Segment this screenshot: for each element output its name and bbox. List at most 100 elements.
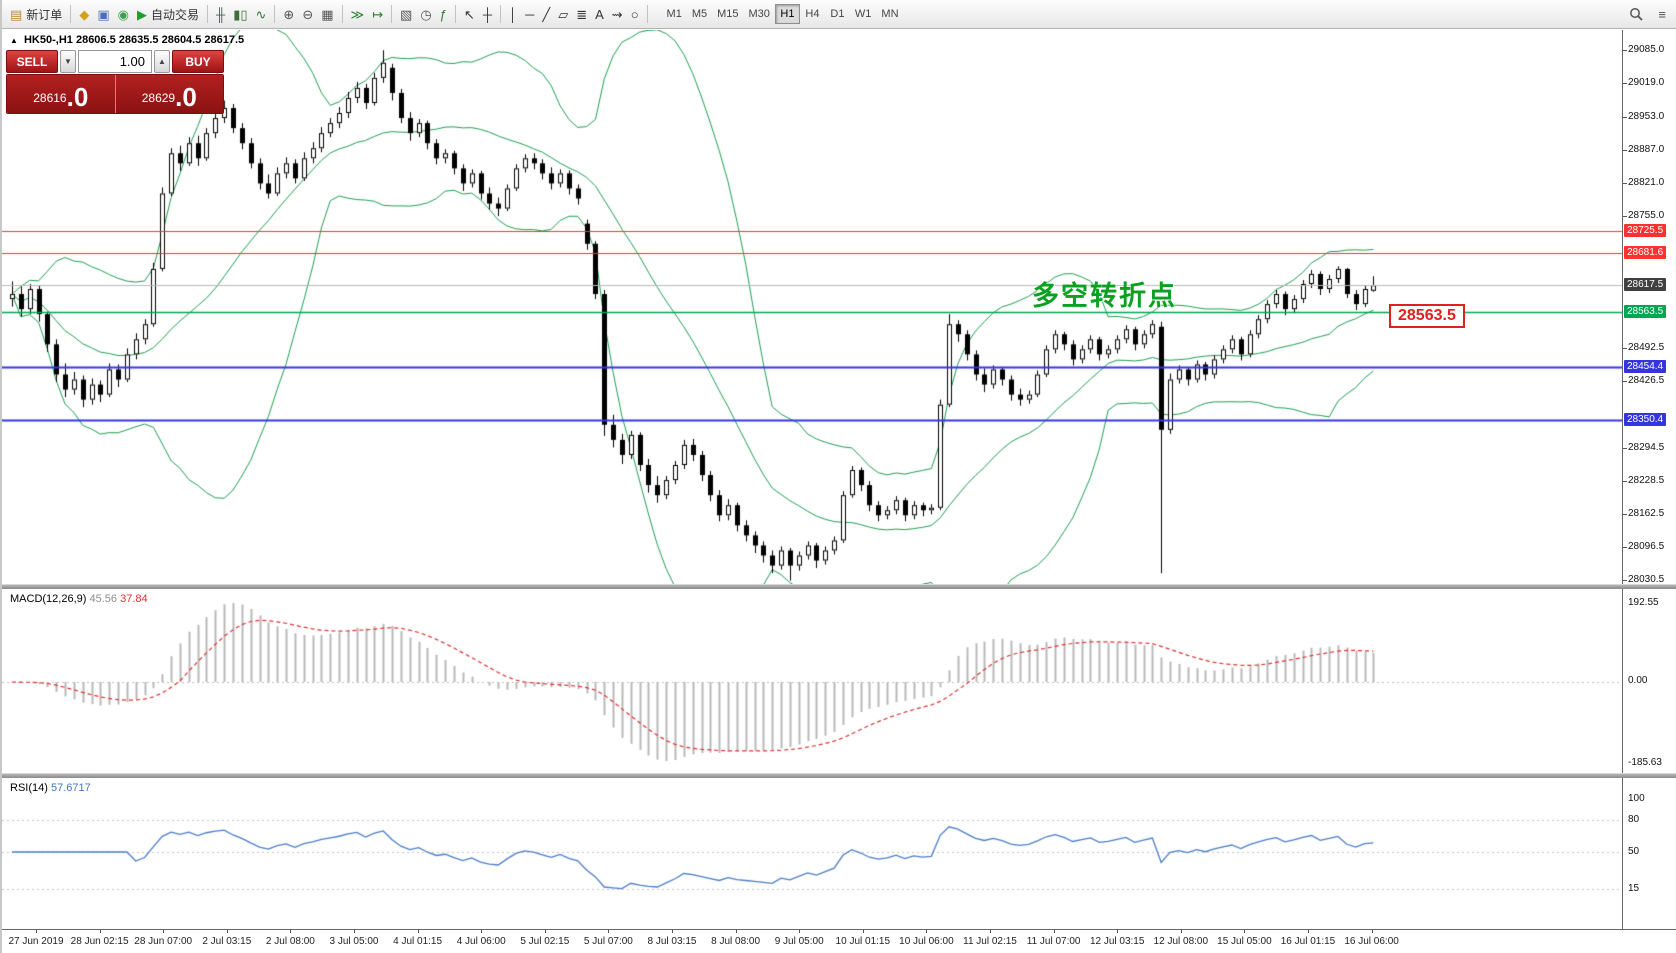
price-chart-canvas[interactable] (2, 30, 1622, 584)
buy-button[interactable]: BUY (172, 50, 224, 73)
rsi-canvas[interactable] (2, 778, 1622, 929)
time-label: 15 Jul 05:00 (1217, 936, 1272, 947)
trendline-icon: ╱ (542, 6, 551, 22)
timeframe-m30-button[interactable]: M30 (748, 8, 770, 20)
new-order-icon: ▤ (10, 6, 23, 22)
price-tick-label: 28953.0 (1628, 110, 1665, 122)
time-axis-tick (1372, 930, 1373, 933)
line-chart-style-icon: ∿ (255, 6, 267, 22)
timeframe-d1-button[interactable]: D1 (830, 8, 845, 20)
time-axis-tick (36, 930, 37, 933)
time-label: 28 Jun 02:15 (70, 936, 129, 947)
candlestick-style-icon[interactable]: ▮▯ (229, 3, 251, 25)
cursor-icon: ↖ (463, 6, 475, 22)
sell-button[interactable]: SELL (6, 50, 58, 73)
price-axis-tick (1623, 348, 1627, 349)
horizontal-line-icon: ─ (525, 6, 535, 22)
text-icon[interactable]: A (591, 3, 608, 25)
symbol-marker-icon: ▲ (10, 36, 18, 45)
time-label: 5 Jul 07:00 (583, 936, 633, 947)
arrows-icon[interactable]: ⇝ (608, 3, 627, 25)
macd-panel: MACD(12,26,9) 45.56 37.84 192.55 0.00 -185… (2, 589, 1676, 773)
mailbox-icon[interactable]: ▣ (93, 3, 113, 25)
chart-shift-icon[interactable]: ↦ (368, 3, 387, 25)
channel-icon: ▱ (558, 6, 569, 22)
macd-canvas[interactable] (2, 589, 1622, 773)
time-axis-tick (1054, 930, 1055, 933)
rsi-axis[interactable]: 100 80 50 15 (1622, 778, 1676, 929)
search-button[interactable] (1625, 3, 1648, 25)
toolbar: ▤ 新订单 ◆ ▣ ◉ ▶ 自动交易 ╫ ▮▯ ∿ ⊕ ⊖ ▦ ≫ ↦ ▧ ◷ ƒ ↖ ┼ │ ─ ╱ ▱ ≣ A ⇝ ○ M1 M5 M… (2, 0, 1676, 29)
time-axis-tick (1308, 930, 1309, 933)
timeframe-h1-button[interactable]: H1 (774, 4, 800, 24)
macd-axis-label: -185.63 (1628, 757, 1662, 768)
zoom-out-icon[interactable]: ⊖ (298, 3, 317, 25)
auto-scroll-icon[interactable]: ≫ (347, 3, 369, 25)
rsi-value: 57.6717 (50, 782, 91, 794)
timeframe-m1-button[interactable]: M1 (666, 8, 682, 20)
buy-price-frac: .0 (175, 82, 197, 112)
vertical-line-icon[interactable]: │ (505, 3, 521, 25)
one-click-trade-panel: SELL ▼ 1.00 ▲ BUY 28616.0 28629.0 (6, 50, 224, 114)
price-axis-tick (1623, 150, 1627, 151)
panel-resize-separator[interactable] (2, 773, 1676, 778)
rsi-axis-label: 15 (1628, 883, 1640, 895)
time-axis-tick (736, 930, 737, 933)
price-axis-tick (1623, 580, 1627, 581)
community-icon[interactable]: ◉ (114, 3, 133, 25)
buy-price-main: 28629 (141, 91, 176, 105)
fibonacci-icon[interactable]: ≣ (572, 3, 591, 25)
macd-axis[interactable]: 192.55 0.00 -185.63 (1622, 589, 1676, 773)
auto-scroll-icon: ≫ (350, 6, 365, 22)
period-icon[interactable]: ◷ (416, 3, 435, 25)
new-chart-icon[interactable]: ▧ (396, 3, 416, 25)
sell-price-display: 28616.0 (7, 75, 116, 113)
channel-icon[interactable]: ▱ (554, 3, 572, 25)
trendline-icon[interactable]: ╱ (538, 3, 554, 25)
zoom-in-icon[interactable]: ⊕ (279, 3, 298, 25)
price-tick-label: 28228.5 (1628, 474, 1665, 486)
crosshair-icon[interactable]: ┼ (479, 3, 496, 25)
price-axis[interactable]: 29085.0 29019.0 28953.0 28887.0 28821.0 28755… (1622, 30, 1676, 584)
crosshair-icon: ┼ (482, 6, 493, 22)
timeframe-m15-button[interactable]: M15 (717, 8, 739, 20)
timeframe-m5-button[interactable]: M5 (691, 8, 708, 20)
time-label: 9 Jul 05:00 (774, 936, 824, 947)
line-chart-style-icon[interactable]: ∿ (252, 3, 271, 25)
time-axis-tick (799, 930, 800, 933)
alerts-icon[interactable]: ◆ (75, 3, 93, 25)
tile-windows-icon[interactable]: ▦ (317, 3, 337, 25)
volume-increase-button[interactable]: ▲ (154, 50, 170, 73)
new-order-button[interactable]: ▤ 新订单 (6, 3, 66, 25)
volume-input[interactable]: 1.00 (78, 50, 152, 73)
timeframe-mn-button[interactable]: MN (881, 8, 899, 20)
timeframe-h4-button[interactable]: H4 (805, 8, 820, 20)
cursor-icon[interactable]: ↖ (460, 3, 479, 25)
bar-chart-style-icon[interactable]: ╫ (212, 3, 229, 25)
menu-button[interactable]: ≡ (1654, 3, 1670, 25)
mailbox-icon: ▣ (97, 6, 110, 22)
autotrading-button[interactable]: ▶ 自动交易 (133, 3, 203, 25)
autotrading-icon: ▶ (136, 6, 147, 22)
price-tick-label: 28492.5 (1628, 342, 1665, 354)
symbol-ohlc-values: 28606.5 28635.5 28604.5 28617.5 (75, 34, 245, 46)
rsi-panel: RSI(14) 57.6717 100 80 50 15 (2, 778, 1676, 929)
time-axis-tick (1117, 930, 1118, 933)
chart-annotation-text[interactable]: 多空转折点 (1032, 281, 1177, 311)
price-axis-tick (1623, 183, 1627, 184)
macd-label: MACD(12,26,9) 45.56 37.84 (10, 593, 148, 605)
panel-resize-separator[interactable] (2, 584, 1676, 589)
price-level-tag[interactable]: 28563.5 (1389, 304, 1465, 328)
horizontal-line-icon[interactable]: ─ (521, 3, 538, 25)
indicators-icon[interactable]: ƒ (436, 3, 451, 25)
time-axis[interactable]: 27 Jun 2019 28 Jun 02:15 28 Jun 07:00 2 Jul… (2, 929, 1676, 953)
time-label: 8 Jul 08:00 (711, 936, 761, 947)
price-chart-panel: ▲ HK50-,H1 28606.5 28635.5 28604.5 28617… (2, 30, 1676, 584)
shapes-icon[interactable]: ○ (627, 3, 643, 25)
price-level-badge: 28454.4 (1624, 360, 1667, 374)
volume-decrease-button[interactable]: ▼ (60, 50, 76, 73)
price-tick-label: 28426.5 (1628, 375, 1665, 387)
timeframe-w1-button[interactable]: W1 (854, 8, 872, 20)
toolbar-separator (454, 5, 456, 23)
